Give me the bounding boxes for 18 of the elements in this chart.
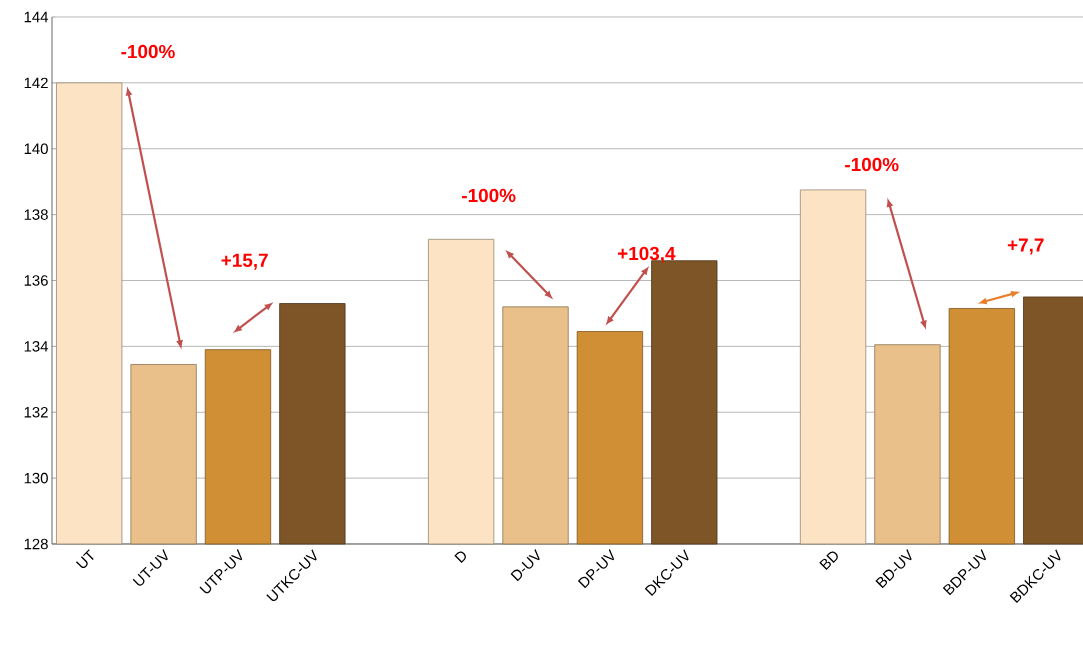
annotation: -100% (462, 188, 516, 203)
y-tick-label: 138 (24, 209, 48, 220)
y-tick-label: 140 (24, 143, 48, 155)
y-tick-label: 142 (24, 77, 48, 89)
y-tick-label: 144 (24, 11, 49, 23)
annotation: +7,7 (1007, 238, 1044, 255)
x-tick-label: UT (75, 549, 94, 569)
annotation: -100% (845, 157, 899, 172)
annotation: +15,7 (221, 253, 268, 270)
x-tick-label: D (454, 551, 466, 563)
y-tick-label: 128 (24, 538, 48, 550)
y-tick-label: 134 (24, 341, 49, 352)
y-tick-label: 130 (24, 472, 48, 484)
annotation: -100% (121, 44, 175, 59)
annotation: +103,4 (617, 246, 676, 263)
x-tick-label: BD (819, 551, 838, 571)
y-tick-label: 136 (24, 275, 48, 286)
y-tick-label: 132 (24, 406, 48, 418)
